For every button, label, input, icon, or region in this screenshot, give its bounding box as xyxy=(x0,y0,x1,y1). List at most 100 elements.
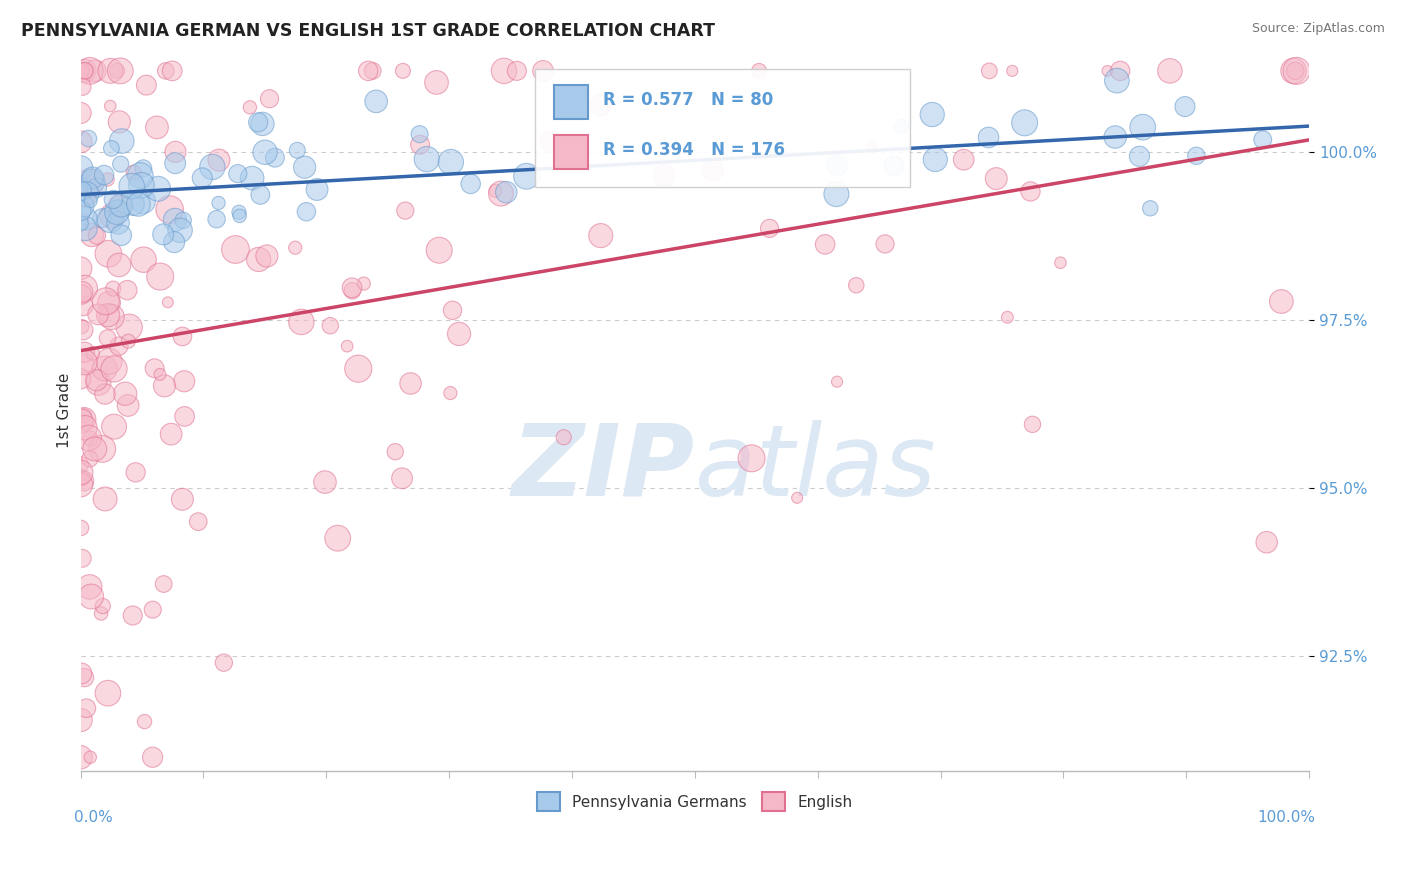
Point xyxy=(259,92,281,106)
Point xyxy=(73,63,96,78)
Point xyxy=(1174,99,1197,113)
Point xyxy=(540,135,562,149)
Point xyxy=(172,329,194,343)
Point xyxy=(409,137,432,152)
Point xyxy=(72,299,94,313)
Point xyxy=(134,714,156,729)
Point xyxy=(449,326,471,341)
Point xyxy=(392,63,415,78)
Point xyxy=(425,75,447,89)
Point xyxy=(952,153,974,167)
Point xyxy=(114,386,136,401)
Point xyxy=(201,160,224,174)
Point xyxy=(191,170,214,185)
Point xyxy=(79,194,101,208)
Point xyxy=(1014,116,1036,130)
Point xyxy=(589,228,612,243)
Point xyxy=(439,386,461,401)
Text: 0.0%: 0.0% xyxy=(75,810,112,825)
Point xyxy=(86,373,108,387)
Point xyxy=(391,471,413,485)
Point xyxy=(1128,149,1150,163)
Point xyxy=(97,308,120,322)
Point xyxy=(357,63,380,78)
Point xyxy=(314,475,336,489)
Point xyxy=(160,427,183,442)
Point xyxy=(1285,63,1308,78)
Point xyxy=(118,320,141,334)
Point xyxy=(294,160,316,174)
Point xyxy=(73,357,96,371)
Point xyxy=(129,169,152,183)
Point xyxy=(69,466,91,480)
Point xyxy=(75,701,97,715)
Point xyxy=(80,590,103,604)
Point xyxy=(883,159,905,173)
Point xyxy=(252,117,274,131)
Point xyxy=(1159,63,1181,78)
Point xyxy=(100,310,122,324)
Point xyxy=(70,287,93,301)
Point xyxy=(103,419,125,434)
Point xyxy=(103,362,125,376)
Point xyxy=(152,227,174,242)
Point xyxy=(860,140,883,154)
Point xyxy=(212,656,235,670)
Point xyxy=(91,211,114,226)
Point xyxy=(69,458,91,472)
Point xyxy=(1282,63,1305,78)
Point xyxy=(1132,120,1154,135)
Point xyxy=(83,442,105,456)
Point xyxy=(73,421,96,435)
Point xyxy=(239,100,262,114)
Point xyxy=(72,285,94,299)
Point xyxy=(73,281,96,295)
Point xyxy=(79,63,101,78)
Point xyxy=(70,63,93,78)
Point xyxy=(70,521,93,535)
Point xyxy=(149,269,172,284)
Point xyxy=(249,187,271,202)
Point xyxy=(1104,130,1126,145)
Text: R = 0.394   N = 176: R = 0.394 N = 176 xyxy=(603,141,785,159)
Point xyxy=(70,666,93,681)
Point xyxy=(228,205,250,219)
Point xyxy=(73,345,96,359)
Point xyxy=(173,409,195,424)
Point xyxy=(70,414,93,428)
Point xyxy=(208,153,231,167)
Point xyxy=(394,203,416,218)
Point xyxy=(111,134,134,148)
Text: R = 0.577   N = 80: R = 0.577 N = 80 xyxy=(603,91,773,109)
Point xyxy=(702,163,724,178)
Point xyxy=(408,127,430,141)
Point xyxy=(173,374,195,388)
Point xyxy=(495,185,517,199)
Point xyxy=(652,169,675,183)
Point xyxy=(165,156,187,170)
Point xyxy=(97,686,120,700)
Point xyxy=(155,63,177,78)
Point xyxy=(205,212,228,227)
Point xyxy=(82,170,104,185)
Point xyxy=(187,515,209,529)
Point xyxy=(825,375,848,389)
Point xyxy=(132,161,155,176)
Point xyxy=(75,63,97,78)
Point xyxy=(169,223,191,237)
Point xyxy=(82,346,104,360)
Point xyxy=(69,477,91,491)
Point xyxy=(105,205,128,219)
Point xyxy=(156,295,179,310)
Point xyxy=(336,339,359,353)
Point xyxy=(79,176,101,190)
Point xyxy=(132,252,155,267)
Point xyxy=(264,151,287,165)
Point xyxy=(79,750,101,764)
Point xyxy=(69,372,91,386)
Point xyxy=(69,750,91,764)
Point xyxy=(117,334,139,349)
Point xyxy=(79,451,101,466)
Point xyxy=(326,531,349,545)
Point xyxy=(492,63,515,78)
